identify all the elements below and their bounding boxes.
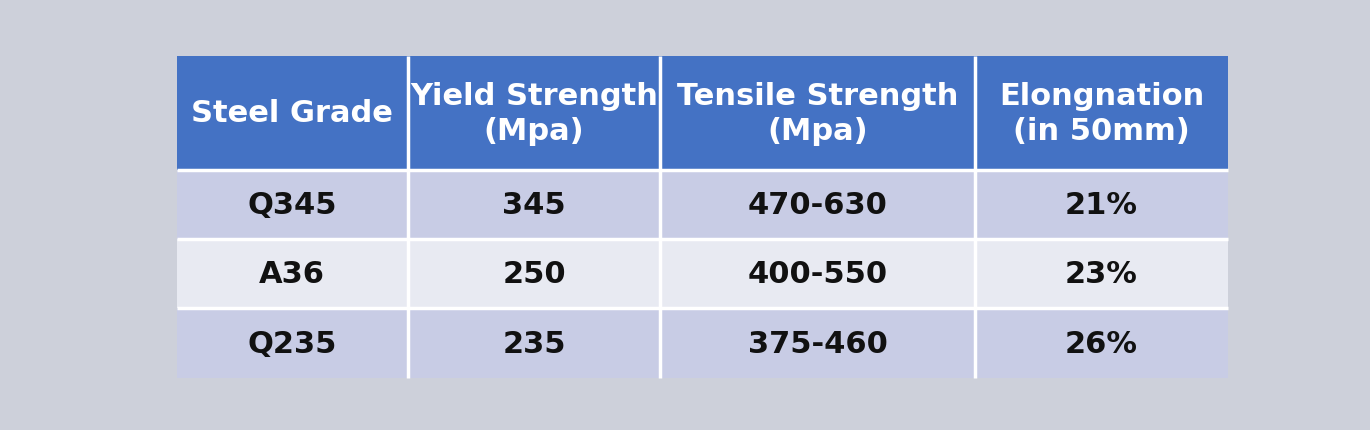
Text: 23%: 23% <box>1064 260 1138 289</box>
Bar <box>660 171 975 240</box>
Bar <box>975 309 1228 378</box>
Text: 250: 250 <box>503 260 566 289</box>
Bar <box>177 240 408 309</box>
Text: 26%: 26% <box>1064 329 1138 358</box>
Bar <box>660 240 975 309</box>
Text: A36: A36 <box>259 260 325 289</box>
Text: 345: 345 <box>503 190 566 220</box>
Bar <box>408 309 660 378</box>
Text: Q345: Q345 <box>248 190 337 220</box>
Text: Q235: Q235 <box>248 329 337 358</box>
Bar <box>975 171 1228 240</box>
Bar <box>177 171 408 240</box>
Text: Tensile Strength
(Mpa): Tensile Strength (Mpa) <box>677 82 959 145</box>
Text: 235: 235 <box>503 329 566 358</box>
Text: 21%: 21% <box>1064 190 1138 220</box>
Text: Elongnation
(in 50mm): Elongnation (in 50mm) <box>999 82 1204 145</box>
Text: 470-630: 470-630 <box>748 190 888 220</box>
Text: Steel Grade: Steel Grade <box>192 99 393 128</box>
Text: 400-550: 400-550 <box>748 260 888 289</box>
Bar <box>660 57 975 171</box>
Bar <box>408 57 660 171</box>
Bar <box>177 57 408 171</box>
Bar <box>408 240 660 309</box>
Bar <box>660 309 975 378</box>
Bar <box>975 57 1228 171</box>
Text: Yield Strength
(Mpa): Yield Strength (Mpa) <box>410 82 658 145</box>
Text: 375-460: 375-460 <box>748 329 888 358</box>
Bar <box>975 240 1228 309</box>
Bar <box>408 171 660 240</box>
Bar <box>177 309 408 378</box>
